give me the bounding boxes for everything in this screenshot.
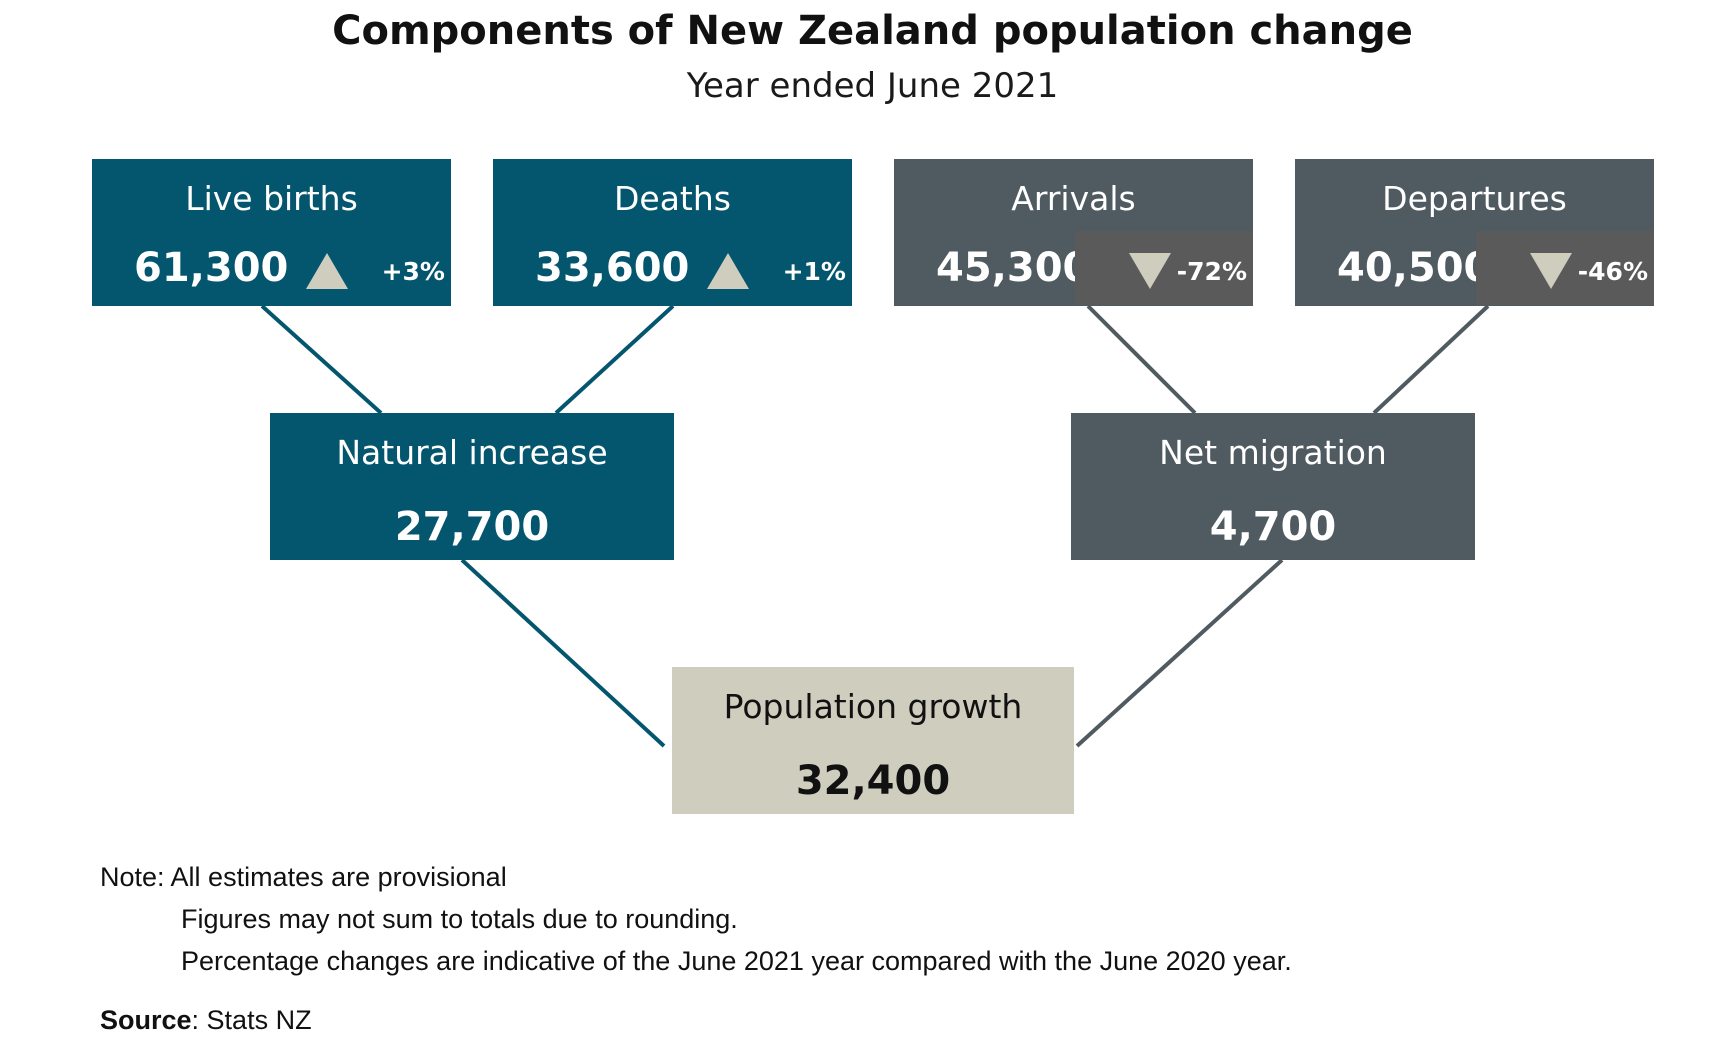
population-growth-box: Population growth 32,400 <box>672 667 1074 814</box>
deaths-change-pct: +1% <box>782 257 846 286</box>
departures-label: Departures <box>1382 179 1567 218</box>
arrivals-change-pct: -72% <box>1176 257 1247 286</box>
departures-box: Departures 40,500 -46% <box>1295 159 1654 306</box>
live-births-value: 61,300 <box>134 245 289 291</box>
triangle-up-icon <box>707 253 749 289</box>
arrivals-box: Arrivals 45,300 -72% <box>894 159 1253 306</box>
natural-increase-value: 27,700 <box>394 504 550 550</box>
net-migration-label: Net migration <box>1159 433 1387 472</box>
population-growth-value: 32,400 <box>795 758 951 804</box>
departures-change: -46% <box>1476 231 1654 305</box>
net-migration-value: 4,700 <box>1209 504 1337 550</box>
triangle-down-icon <box>1129 253 1171 289</box>
population-growth-label: Population growth <box>723 687 1023 726</box>
source-label: Source <box>100 1005 192 1035</box>
live-births-box: Live births 61,300 +3% <box>92 159 451 306</box>
departures-change-pct: -46% <box>1577 257 1648 286</box>
note-line-1: Note: All estimates are provisional <box>100 862 507 892</box>
page-title: Components of New Zealand population cha… <box>332 8 1413 54</box>
net-migration-box: Net migration 4,700 <box>1071 413 1475 560</box>
deaths-box: Deaths 33,600 +1% <box>493 159 852 306</box>
connector-arrivals-migration <box>1086 304 1197 415</box>
deaths-value: 33,600 <box>535 245 690 291</box>
source-value: : Stats NZ <box>191 1005 312 1035</box>
source-line: Source: Stats NZ <box>100 1005 312 1036</box>
triangle-down-icon <box>1530 253 1572 289</box>
deaths-change: +1% <box>674 231 852 305</box>
deaths-label: Deaths <box>614 179 731 218</box>
natural-increase-box: Natural increase 27,700 <box>270 413 674 560</box>
natural-increase-label: Natural increase <box>336 433 608 472</box>
connector-departures-migration <box>1372 304 1490 415</box>
page-subtitle: Year ended June 2021 <box>686 66 1059 106</box>
note-line-3: Percentage changes are indicative of the… <box>181 946 1292 976</box>
arrivals-change: -72% <box>1075 231 1253 305</box>
triangle-up-icon <box>306 253 348 289</box>
arrivals-label: Arrivals <box>1011 179 1136 218</box>
connector-migration-population <box>1075 558 1284 748</box>
arrivals-value: 45,300 <box>936 245 1091 291</box>
note-line-2: Figures may not sum to totals due to rou… <box>181 904 738 934</box>
live-births-change-pct: +3% <box>381 257 445 286</box>
connector-natural-population <box>460 558 666 748</box>
departures-value: 40,500 <box>1337 245 1492 291</box>
connector-live-births-natural <box>260 304 383 415</box>
live-births-label: Live births <box>185 179 358 218</box>
connector-deaths-natural <box>554 304 675 415</box>
live-births-change: +3% <box>273 231 451 305</box>
